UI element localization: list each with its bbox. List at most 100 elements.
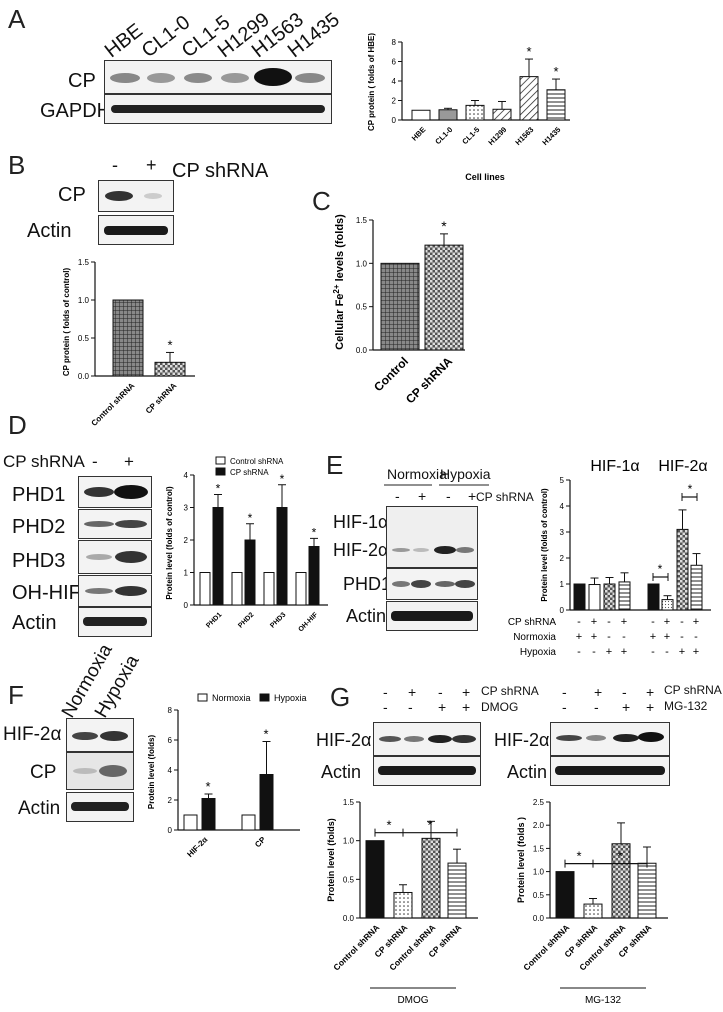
blot-label: HIF-2α (316, 730, 372, 750)
x-tick-label: Control shRNA (331, 922, 381, 972)
bar (424, 244, 464, 351)
bar (546, 89, 566, 121)
bar (308, 546, 320, 606)
lane-mark: + (124, 452, 134, 471)
table-mark: - (592, 646, 596, 658)
western-blot-hif-e (386, 506, 478, 568)
y-tick-label: 8 (392, 38, 397, 47)
mark: - (383, 684, 388, 700)
chart-g-left: 0.0 0.5 1.0 1.5 Protein level (folds) * * Contr… (326, 798, 478, 1006)
table-mark: - (577, 616, 581, 628)
x-tick-label: CP shRNA (144, 381, 179, 416)
y-axis-label: Protein level (folds of control) (165, 486, 174, 600)
mark: + (646, 699, 655, 715)
bar (583, 903, 603, 919)
table-mark: + (606, 646, 612, 658)
row-label: MG-132 (664, 699, 708, 713)
chart-b: 0.0 0.5 1.0 1.5 CP protein ( folds of contro… (62, 258, 195, 428)
blot-label: HIF-1α (333, 512, 389, 532)
table-mark: + (679, 646, 685, 658)
y-tick-label: 4 (392, 77, 397, 86)
y-tick-label: 1.0 (533, 868, 545, 877)
bar (244, 539, 256, 606)
y-tick-label: 0 (168, 826, 173, 835)
significance-star: * (216, 482, 221, 496)
y-axis-label: CP protein ( folds of HBE) (367, 33, 376, 131)
western-blot-phd1 (78, 476, 152, 508)
table-mark: - (680, 616, 684, 628)
x-tick-label: PHD2 (237, 611, 255, 629)
panel-letter-a: A (8, 4, 26, 34)
bar (259, 774, 274, 831)
y-axis-label: CP protein ( folds of control) (62, 268, 71, 377)
mark: - (438, 684, 443, 700)
y-tick-label: 0.5 (343, 875, 355, 884)
blot-label: HIF-2α (3, 724, 62, 745)
western-blot-phd2 (78, 509, 152, 539)
x-tick-label: OH-HIF (297, 611, 320, 634)
y-axis-label: Protein level (folds of control) (540, 488, 549, 602)
chart-c: 0.0 0.5 1.0 1.5 Cellular Fe2+ levels (folds)… (332, 214, 465, 406)
significance-star: * (441, 218, 447, 234)
y-tick-label: 2.0 (533, 821, 545, 830)
y-tick-label: 0 (184, 601, 189, 610)
y-tick-label: 2.5 (533, 798, 545, 807)
x-tick-label: PHD3 (269, 611, 287, 629)
mark: + (438, 699, 447, 715)
blot-label: PHD1 (12, 484, 66, 506)
bar (421, 837, 441, 919)
western-blot-hif2a-g-left (373, 722, 481, 756)
y-tick-label: 6 (168, 736, 173, 745)
table-mark: + (591, 631, 597, 643)
panel-letter-d: D (8, 410, 27, 440)
western-blot-phd3 (78, 540, 152, 574)
y-tick-label: 2 (560, 554, 565, 563)
lane-mark: + (146, 155, 157, 175)
x-tick-label: CL1-5 (460, 125, 481, 146)
bar (112, 299, 144, 377)
bar (519, 76, 539, 121)
western-blot-actin-g-right (550, 756, 670, 786)
x-tick-label: CL1-0 (433, 125, 454, 146)
treatment-label-d: CP shRNA (3, 452, 85, 471)
significance-star: * (312, 525, 317, 539)
bar (154, 361, 186, 377)
x-tick-label: CP (253, 835, 268, 850)
table-mark: - (665, 646, 669, 658)
mark: + (462, 684, 471, 700)
table-row-label: Normoxia (513, 632, 556, 643)
bar (438, 109, 458, 121)
blot-label: PHD2 (12, 516, 66, 538)
y-tick-label: 0.0 (343, 914, 355, 923)
significance-star: * (658, 562, 663, 576)
blot-label: HIF-2α (333, 540, 389, 560)
legend-label: Normoxia (212, 693, 251, 703)
table-mark: + (650, 631, 656, 643)
panel-letter-f: F (8, 680, 24, 710)
chart-g-right: 0.0 0.5 1.0 1.5 2.0 2.5 Protein level (folds )… (516, 798, 668, 1006)
western-blot-actin-d (78, 607, 152, 637)
western-blot-hif2a-g-right (550, 722, 670, 756)
x-tick-label: HIF-2α (185, 835, 209, 859)
bar (295, 572, 307, 606)
table-mark: - (651, 646, 655, 658)
table-mark: - (680, 631, 684, 643)
y-axis-label: Cellular Fe2+ levels (folds) (332, 214, 346, 350)
x-tick-label: Control shRNA (90, 381, 137, 428)
western-blot-gapdh-a (104, 94, 332, 124)
table-mark: + (664, 616, 670, 628)
y-tick-label: 2 (392, 97, 397, 106)
blot-label: Actin (321, 762, 362, 782)
row-label: CP shRNA (664, 683, 722, 697)
group-label: HIF-2α (658, 458, 707, 475)
bar (647, 583, 660, 611)
bar (637, 862, 657, 919)
significance-star: * (526, 44, 531, 59)
y-tick-label: 0.0 (78, 372, 90, 381)
lane-mark: + (468, 488, 477, 504)
y-tick-label: 4 (184, 471, 189, 480)
condition-label: Normoxia (387, 466, 447, 482)
bar (231, 572, 243, 606)
x-tick-label: Control shRNA (521, 922, 571, 972)
mark: - (383, 699, 388, 715)
